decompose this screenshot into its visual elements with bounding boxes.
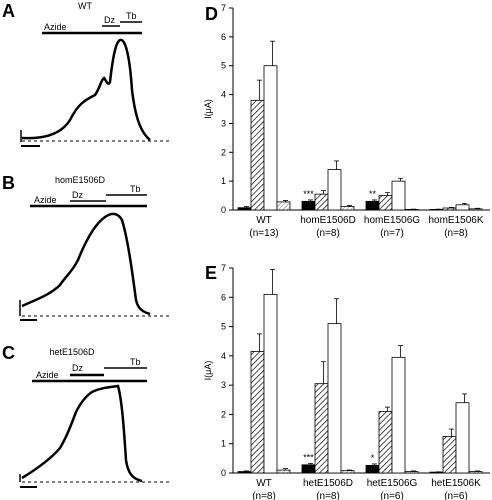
current-trace-c: [21, 384, 143, 483]
chart-e-bar: [468, 471, 483, 474]
chart-d-bar: [314, 193, 329, 211]
chart-e-bar: [301, 464, 316, 474]
chart-e-bar: [314, 383, 329, 474]
azide-label-b: Azide: [34, 195, 57, 205]
chart-d-bar: [378, 195, 393, 211]
panel-letter-c: C: [2, 343, 15, 363]
dz-label-c: Dz: [72, 363, 83, 373]
chart-d-bar: [340, 206, 355, 211]
chart-e-bar: [237, 471, 252, 474]
panel-letter-d: D: [205, 4, 218, 24]
chart-e-bar: [429, 471, 444, 474]
panel-letter-a: A: [2, 1, 15, 21]
azide-label-c: Azide: [36, 370, 59, 380]
panel-c: C hetE1506D Azide Dz Tb: [2, 343, 170, 488]
chart-e-y-tick-label: 4: [221, 351, 226, 361]
chart-d-category-label: homE1506K: [428, 215, 483, 226]
tb-label-a: Tb: [126, 11, 137, 21]
chart-e-category-label: hetE1506D: [303, 478, 353, 489]
chart-e-bar: [391, 356, 406, 474]
chart-e-y-tick-label: 5: [221, 322, 226, 332]
chart-d-significance-mark: **: [369, 189, 377, 199]
chart-d-y-tick-label: 5: [221, 61, 226, 71]
chart-e-bar: [404, 471, 419, 474]
chart-d-y-tick-label: 1: [221, 176, 226, 186]
current-trace-a: [21, 38, 151, 141]
chart-e-category-label: hetE1506K: [431, 478, 481, 489]
panel-d: D 0 1 2 3 4 5 6 7 I(μA) WT (n=13) *** homE1506D (n=8)…: [203, 3, 490, 239]
trace-title-c: hetE1506D: [49, 347, 95, 357]
chart-d-category-label: homE1506D: [300, 215, 356, 226]
chart-e-significance-mark: *: [371, 453, 375, 463]
chart-e-category-label: hetE1506G: [367, 478, 418, 489]
chart-d-n-label: (n=7): [380, 228, 404, 239]
tb-label-c: Tb: [130, 357, 141, 367]
chart-e-significance-mark: ***: [303, 452, 314, 462]
chart-d-n-label: (n=8): [316, 228, 340, 239]
chart-e-y-tick-label: 6: [221, 292, 226, 302]
dz-label-a: Dz: [104, 15, 115, 25]
chart-d-y-axis-label: I(μA): [203, 99, 213, 119]
chart-d-bar: [263, 65, 278, 211]
chart-d-bar: [442, 207, 457, 211]
chart-d-bar: [365, 200, 380, 211]
chart-e-bar: [250, 351, 265, 474]
chart-e-n-label: (n=6): [444, 491, 468, 500]
chart-d-bar: [455, 204, 470, 211]
chart-e-bar: [442, 435, 457, 474]
tb-label-b: Tb: [130, 184, 141, 194]
azide-label-a: Azide: [44, 22, 67, 32]
chart-d-significance-mark: ***: [303, 189, 314, 199]
chart-d-bar: [276, 201, 291, 211]
chart-e-y-tick-label: 2: [221, 409, 226, 419]
chart-d-n-label: (n=8): [444, 228, 468, 239]
chart-e-category-label: WT: [256, 478, 272, 489]
panel-b: B homE1506D Azide Dz Tb: [2, 173, 170, 321]
chart-e-bar: [378, 411, 393, 474]
panel-letter-b: B: [2, 173, 15, 193]
chart-d-y-tick-label: 3: [221, 118, 226, 128]
chart-e-n-label: (n=8): [252, 491, 276, 500]
bar-chart-d: 0 1 2 3 4 5 6 7 I(μA) WT (n=13) *** homE1506D (n=8) **…: [203, 3, 490, 239]
chart-e-y-axis-label: I(μA): [203, 361, 213, 381]
chart-e-bar: [276, 469, 291, 474]
chart-d-y-tick-label: 6: [221, 32, 226, 42]
panel-letter-e: E: [205, 263, 217, 283]
panel-e: E 0 1 2 3 4 5 6 7 I(μA) WT (n=8) *** hetE1506D (n=8) *…: [203, 263, 490, 500]
chart-e-bar: [263, 293, 278, 474]
chart-e-y-tick-label: 0: [221, 468, 226, 478]
chart-d-category-label: WT: [256, 215, 272, 226]
chart-d-bar: [468, 208, 483, 211]
chart-d-bar: [391, 180, 406, 211]
chart-e-bar: [340, 470, 355, 474]
chart-d-bar: [237, 207, 252, 211]
chart-e-bar: [455, 402, 470, 474]
chart-e-bar: [365, 464, 380, 474]
chart-e-y-tick-label: 1: [221, 439, 226, 449]
bar-chart-e: 0 1 2 3 4 5 6 7 I(μA) WT (n=8) *** hetE1506D (n=8) * he…: [203, 263, 490, 500]
trace-title-a: WT: [78, 1, 92, 11]
chart-d-bar: [327, 169, 342, 211]
dz-label-b: Dz: [72, 190, 83, 200]
chart-e-y-tick-label: 7: [221, 263, 226, 273]
chart-d-y-tick-label: 0: [221, 205, 226, 215]
chart-e-y-tick-label: 3: [221, 380, 226, 390]
trace-title-b: homE1506D: [55, 175, 106, 185]
current-trace-b: [21, 212, 151, 316]
panel-a: A WT Azide Dz Tb: [2, 1, 170, 147]
chart-d-bar: [250, 99, 265, 211]
chart-d-y-tick-label: 2: [221, 147, 226, 157]
chart-d-bar: [301, 200, 316, 211]
chart-d-category-label: homE1506G: [364, 215, 420, 226]
chart-d-y-tick-label: 7: [221, 3, 226, 13]
chart-d-y-tick-label: 4: [221, 90, 226, 100]
chart-e-n-label: (n=6): [380, 491, 404, 500]
chart-d-n-label: (n=13): [249, 228, 278, 239]
chart-e-n-label: (n=8): [316, 491, 340, 500]
chart-e-bar: [327, 323, 342, 474]
